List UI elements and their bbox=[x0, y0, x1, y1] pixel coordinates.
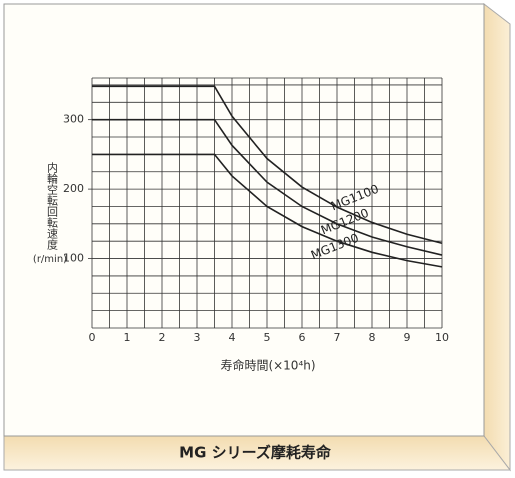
x-tick-label: 7 bbox=[334, 331, 341, 344]
x-tick-label: 5 bbox=[264, 331, 271, 344]
panel bbox=[3, 3, 485, 437]
series-line bbox=[92, 118, 443, 256]
x-tick-label: 2 bbox=[159, 331, 166, 344]
x-tick-label: 10 bbox=[435, 331, 449, 344]
y-tick-label: 300 bbox=[63, 113, 84, 126]
caption: MG シリーズ摩耗寿命 bbox=[179, 444, 332, 462]
x-tick-label: 6 bbox=[299, 331, 306, 344]
y-tick-label: 100 bbox=[63, 252, 84, 265]
y-tick-label: 200 bbox=[63, 182, 84, 195]
x-tick-label: 9 bbox=[404, 331, 411, 344]
series-line bbox=[92, 153, 443, 268]
x-tick-label: 1 bbox=[124, 331, 131, 344]
y-axis-label: 内輪空転回転速度 bbox=[46, 161, 59, 251]
x-axis-label: 寿命時間(×10⁴h) bbox=[220, 358, 315, 373]
x-tick-label: 0 bbox=[89, 331, 96, 344]
x-tick-label: 4 bbox=[229, 331, 236, 344]
x-tick-label: 8 bbox=[369, 331, 376, 344]
series-line bbox=[92, 85, 443, 245]
x-tick-label: 3 bbox=[194, 331, 201, 344]
y-axis-unit: (r/min) bbox=[33, 254, 67, 265]
box-side bbox=[483, 2, 511, 472]
